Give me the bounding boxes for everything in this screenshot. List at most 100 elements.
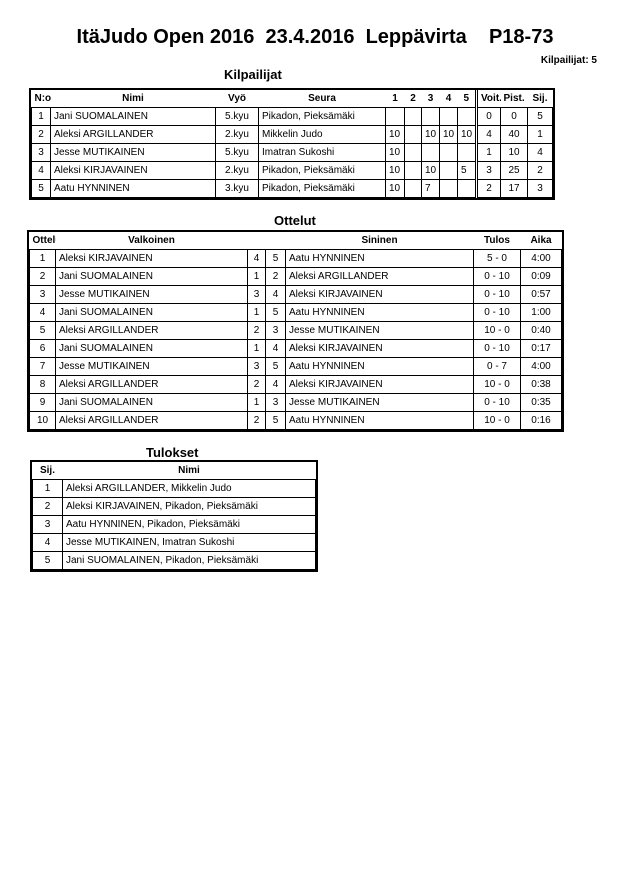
table-cell: 25 [500, 161, 528, 180]
table-cell [457, 143, 477, 162]
table-cell: 7 [421, 179, 440, 198]
table-cell: Aleksi KIRJAVAINEN [55, 249, 248, 268]
table-cell: 0:35 [520, 393, 562, 412]
column-header: Sij. [532, 93, 548, 104]
table-cell: 3.kyu [215, 179, 259, 198]
table-cell: 2 [527, 161, 553, 180]
column-header: Ottelu [32, 235, 56, 246]
table-cell [404, 143, 422, 162]
column-header: Nimi [122, 93, 144, 104]
table-cell: Aleksi ARGILLANDER [55, 375, 248, 394]
table-cell [421, 107, 440, 126]
table-cell: 5 [265, 411, 286, 430]
matches-table: OtteluValkoinenSininenTulosAika1Aleksi K… [27, 230, 564, 432]
table-cell: 3 [31, 143, 51, 162]
table-cell: 5 - 0 [473, 249, 521, 268]
table-row: 3 Aatu HYNNINEN, Pikadon, Pieksämäki [32, 515, 316, 534]
header-row: Ottelu Valkoinen Sininen Tulos Aika [30, 232, 562, 250]
table-cell: 8 [29, 375, 56, 394]
table-cell: Jani SUOMALAINEN, Pikadon, Pieksämäki [62, 551, 316, 570]
table-cell: 4 [265, 375, 286, 394]
table-cell [421, 143, 440, 162]
table-cell: 3 [475, 161, 501, 180]
header-row: N:o Nimi Vyö Seura 1 2 3 4 5 Voit. Pist. Sij. [32, 90, 553, 108]
table-cell: Aleksi ARGILLANDER [55, 411, 248, 430]
table-cell: 1 [247, 393, 266, 412]
table-cell: Jani SUOMALAINEN [55, 267, 248, 286]
table-cell [404, 161, 422, 180]
table-cell: 4 [29, 303, 56, 322]
column-header: 2 [410, 93, 416, 104]
table-cell: 0 - 10 [473, 285, 521, 304]
competitor-count: Kilpailijat: 5 [540, 55, 597, 66]
table-cell: 10 - 0 [473, 321, 521, 340]
table-cell: Aleksi ARGILLANDER [285, 267, 474, 286]
table-cell: 3 [527, 179, 553, 198]
table-cell: Jesse MUTIKAINEN, Imatran Sukoshi [62, 533, 316, 552]
column-header: Vyö [228, 93, 246, 104]
table-cell: 1 [31, 107, 51, 126]
table-cell: Imatran Sukoshi [258, 143, 386, 162]
table-cell: 4 [31, 161, 51, 180]
table-row: 5 Aleksi ARGILLANDER 2 3 Jesse MUTIKAINEN 10 … [29, 321, 562, 340]
table-cell: 10 [421, 125, 440, 144]
table-cell: 10 [385, 179, 405, 198]
column-header: Sininen [361, 235, 398, 246]
table-cell: 10 [385, 143, 405, 162]
table-cell: 4 [475, 125, 501, 144]
table-cell: Jesse MUTIKAINEN [285, 393, 474, 412]
table-row: 8 Aleksi ARGILLANDER 2 4 Aleksi KIRJAVAINEN 1… [29, 375, 562, 394]
table-cell: 2 [247, 321, 266, 340]
table-cell: 1 [475, 143, 501, 162]
table-row: 2 Aleksi ARGILLANDER 2.kyu Mikkelin Judo 10 1… [31, 125, 553, 144]
table-cell [457, 179, 477, 198]
table-cell: Aatu HYNNINEN [285, 249, 474, 268]
table-row: 4 Jesse MUTIKAINEN, Imatran Sukoshi [32, 533, 316, 552]
table-cell: 10 - 0 [473, 375, 521, 394]
table-cell [439, 143, 458, 162]
table-cell: Aatu HYNNINEN [285, 357, 474, 376]
column-header: Voit. [475, 90, 501, 108]
table-cell: 1 [527, 125, 553, 144]
column-header: 5 [463, 93, 470, 104]
column-header: 1 [392, 93, 398, 104]
table-cell: 2 [29, 267, 56, 286]
table-cell: Jani SUOMALAINEN [50, 107, 216, 126]
table-cell: 0 - 7 [473, 357, 521, 376]
table-cell: 4 [32, 533, 63, 552]
table-row: 4 Aleksi KIRJAVAINEN 2.kyu Pikadon, Pieksäm… [31, 161, 553, 180]
table-cell: 10 [439, 125, 458, 144]
table-cell [439, 161, 458, 180]
table-cell: Jani SUOMALAINEN [55, 393, 248, 412]
table-row: 9 Jani SUOMALAINEN 1 3 Jesse MUTIKAINEN 0 - 1… [29, 393, 562, 412]
table-cell: 1 [247, 267, 266, 286]
table-cell: 40 [500, 125, 528, 144]
table-cell: 2 [475, 179, 501, 198]
table-cell: 5 [457, 161, 477, 180]
table-cell: 4:00 [520, 249, 562, 268]
table-cell: 5 [527, 107, 553, 126]
table-cell: 9 [29, 393, 56, 412]
matches-heading: Ottelut [274, 213, 316, 228]
table-cell: Pikadon, Pieksämäki [258, 179, 386, 198]
table-cell: 3 [247, 357, 266, 376]
table-cell: 5.kyu [215, 143, 259, 162]
table-cell: 10 [500, 143, 528, 162]
table-cell: Jani SUOMALAINEN [55, 303, 248, 322]
table-cell: 0:40 [520, 321, 562, 340]
table-row: 3 Jesse MUTIKAINEN 3 4 Aleksi KIRJAVAINEN 0 -… [29, 285, 562, 304]
table-cell: Aatu HYNNINEN [285, 411, 474, 430]
column-header: 3 [427, 93, 434, 104]
table-cell: Pikadon, Pieksämäki [258, 161, 386, 180]
table-cell: 0 - 10 [473, 303, 521, 322]
column-header: Valkoinen [128, 235, 175, 246]
table-cell: 4 [527, 143, 553, 162]
table-cell: 0 - 10 [473, 393, 521, 412]
table-cell: 5 [265, 357, 286, 376]
table-cell: 6 [29, 339, 56, 358]
table-cell [439, 179, 458, 198]
table-cell: 1 [247, 303, 266, 322]
table-cell: 2 [247, 375, 266, 394]
table-row: 5 Aatu HYNNINEN 3.kyu Pikadon, Pieksämäki 10… [31, 179, 553, 198]
column-header: N:o [34, 93, 51, 104]
